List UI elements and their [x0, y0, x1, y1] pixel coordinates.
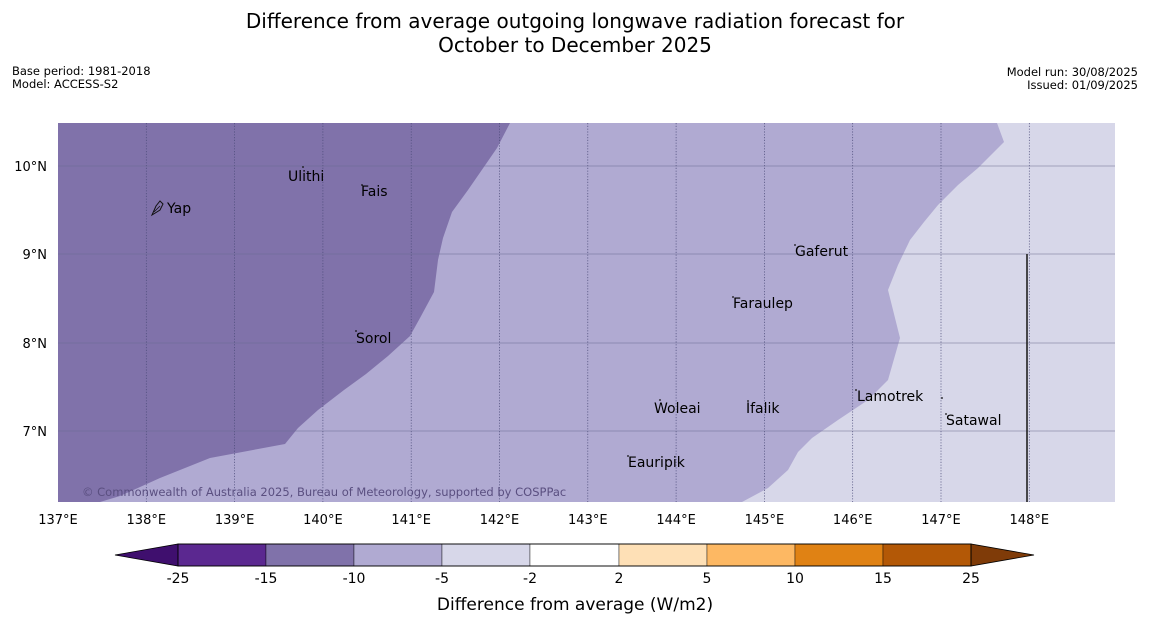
longitude-tick-label: 140°E [303, 513, 343, 528]
yap-island-icon [150, 200, 164, 217]
latitude-tick-label: 9°N [23, 248, 48, 263]
place-labels: Yap Ulithi Fais Gaferut Faraulep Sorol L… [166, 169, 1001, 471]
model-run: Model run: 30/08/2025 [1006, 65, 1138, 79]
base-period: Base period: 1981-2018 [12, 64, 151, 78]
colorbar-segment [353, 543, 443, 567]
colorbar-tick-label: 15 [874, 571, 892, 587]
colorbar: -25 -15 -10 -5 -2 2 5 10 15 25 [114, 543, 1035, 587]
longitude-tick-label: 144°E [656, 513, 696, 528]
colorbar-extend-max [970, 543, 1035, 567]
place-label-sorol: Sorol [356, 331, 391, 347]
place-label-ifalik: Ifalik [746, 401, 780, 417]
island-dot [747, 400, 749, 402]
latitude-tick-label: 7°N [23, 425, 48, 440]
model-name: Model: ACCESS-S2 [12, 77, 119, 91]
colorbar-tick-label: -10 [343, 571, 366, 587]
place-label-fais: Fais [361, 184, 388, 200]
place-label-yap: Yap [166, 201, 191, 217]
meta-left: Base period: 1981-2018 Model: ACCESS-S2 [12, 65, 151, 91]
colorbar-tick-label: -2 [523, 571, 537, 587]
longitude-tick-label: 143°E [568, 513, 608, 528]
place-label-ulithi: Ulithi [288, 169, 324, 185]
longitude-tick-label: 139°E [215, 513, 255, 528]
island-dot [361, 184, 363, 186]
map-title: Difference from average outgoing longwav… [0, 9, 1150, 57]
island-dot [355, 330, 357, 332]
colorbar-segment [706, 543, 796, 567]
longitude-tick-label: 138°E [127, 513, 167, 528]
place-label-lamotrek: Lamotrek [857, 389, 924, 405]
colorbar-frame [177, 543, 972, 567]
place-label-faraulep: Faraulep [733, 296, 793, 312]
island-dot [302, 166, 304, 168]
colorbar-tick-label: 2 [615, 571, 624, 587]
latitude-tick-label: 8°N [23, 337, 48, 352]
longitude-tick-label: 145°E [745, 513, 785, 528]
colorbar-tick-label: -25 [167, 571, 190, 587]
island-dot [945, 413, 947, 415]
title-line-1: Difference from average outgoing longwav… [245, 9, 905, 33]
colorbar-segment [794, 543, 884, 567]
colorbar-segment [177, 543, 267, 567]
colorbar-segment [618, 543, 708, 567]
longitude-tick-label: 141°E [391, 513, 431, 528]
latitude-tick-labels: 10°N 9°N 8°N 7°N [14, 160, 47, 440]
longitude-tick-label: 148°E [1010, 513, 1050, 528]
longitude-tick-labels: 137°E 138°E 139°E 140°E 141°E 142°E 143°E 144°E… [38, 513, 1049, 528]
island-dot [732, 296, 734, 298]
longitude-tick-label: 146°E [833, 513, 873, 528]
colorbar-extend-min [114, 543, 179, 567]
colorbar-segment [882, 543, 972, 567]
island-dot [659, 399, 661, 401]
colorbar-tick-label: 5 [703, 571, 712, 587]
colorbar-tick-label: 25 [962, 571, 980, 587]
parallel-gridlines [58, 165, 1115, 432]
colorbar-segment [265, 543, 355, 567]
longitude-tick-label: 142°E [480, 513, 520, 528]
place-label-eauripik: Eauripik [628, 455, 686, 471]
latitude-tick-label: 10°N [14, 160, 47, 175]
island-markers [302, 166, 947, 457]
place-label-satawal: Satawal [946, 413, 1001, 429]
colorbar-tick-label: -15 [255, 571, 278, 587]
island-dot [855, 389, 857, 391]
island-dot [627, 455, 629, 457]
copyright-text: © Commonwealth of Australia 2025, Bureau… [82, 485, 566, 499]
island-dot [794, 244, 796, 246]
island-dot [941, 397, 943, 399]
place-label-gaferut: Gaferut [795, 244, 849, 260]
meta-right: Model run: 30/08/2025 Issued: 01/09/2025 [1007, 66, 1138, 92]
issued-date: Issued: 01/09/2025 [1027, 78, 1138, 92]
zone-dark [58, 123, 510, 502]
colorbar-label: Difference from average (W/m2) [437, 595, 713, 615]
longitude-tick-label: 147°E [921, 513, 961, 528]
colorbar-tick-label: -5 [435, 571, 449, 587]
title-line-2: October to December 2025 [438, 33, 712, 57]
colorbar-segment [441, 543, 531, 567]
place-label-woleai: Woleai [654, 401, 701, 417]
colorbar-segment [529, 543, 620, 567]
colorbar-tick-label: 10 [786, 571, 804, 587]
longitude-tick-label: 137°E [38, 513, 78, 528]
map-plot-area: Yap Ulithi Fais Gaferut Faraulep Sorol L… [58, 123, 1115, 502]
